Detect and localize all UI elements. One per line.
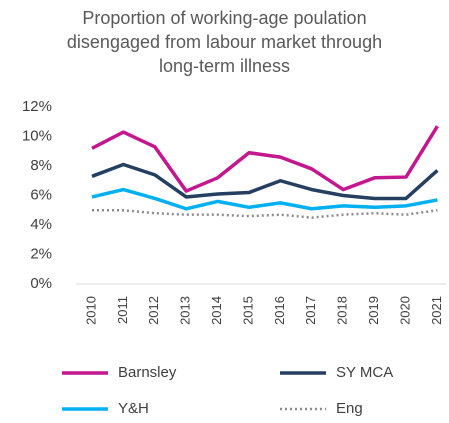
y-tick-label: 6% — [30, 186, 52, 203]
y-tick-label: 12% — [22, 98, 52, 115]
line-series — [92, 209, 438, 219]
legend-label: Eng — [336, 400, 363, 417]
x-tick-label: 2014 — [209, 296, 224, 325]
y-tick-label: 4% — [30, 216, 52, 233]
legend-label: Y&H — [118, 400, 149, 417]
y-tick-label: 2% — [30, 245, 52, 262]
y-tick-label: 8% — [30, 157, 52, 174]
legend-label: SY MCA — [336, 364, 393, 381]
x-tick-label: 2017 — [303, 296, 318, 325]
x-tick-label: 2021 — [429, 296, 444, 325]
x-tick-label: 2018 — [335, 296, 350, 325]
x-tick-label: 2010 — [83, 296, 98, 325]
x-tick-label: 2011 — [115, 296, 130, 324]
x-tick-label: 2019 — [366, 296, 381, 325]
line-series — [91, 187, 438, 211]
line-series — [91, 125, 439, 193]
x-tick-label: 2015 — [240, 296, 255, 325]
y-tick-label: 0% — [30, 275, 52, 292]
chart-title: Proportion of working-age poulation dise… — [66, 8, 383, 76]
legend-label: Barnsley — [118, 364, 177, 381]
x-tick-label: 2012 — [146, 296, 161, 325]
y-tick-label: 10% — [22, 127, 52, 144]
x-tick-label: 2020 — [397, 296, 412, 325]
x-tick-label: 2013 — [178, 296, 193, 325]
line-series — [91, 162, 439, 201]
x-tick-label: 2016 — [272, 296, 287, 325]
